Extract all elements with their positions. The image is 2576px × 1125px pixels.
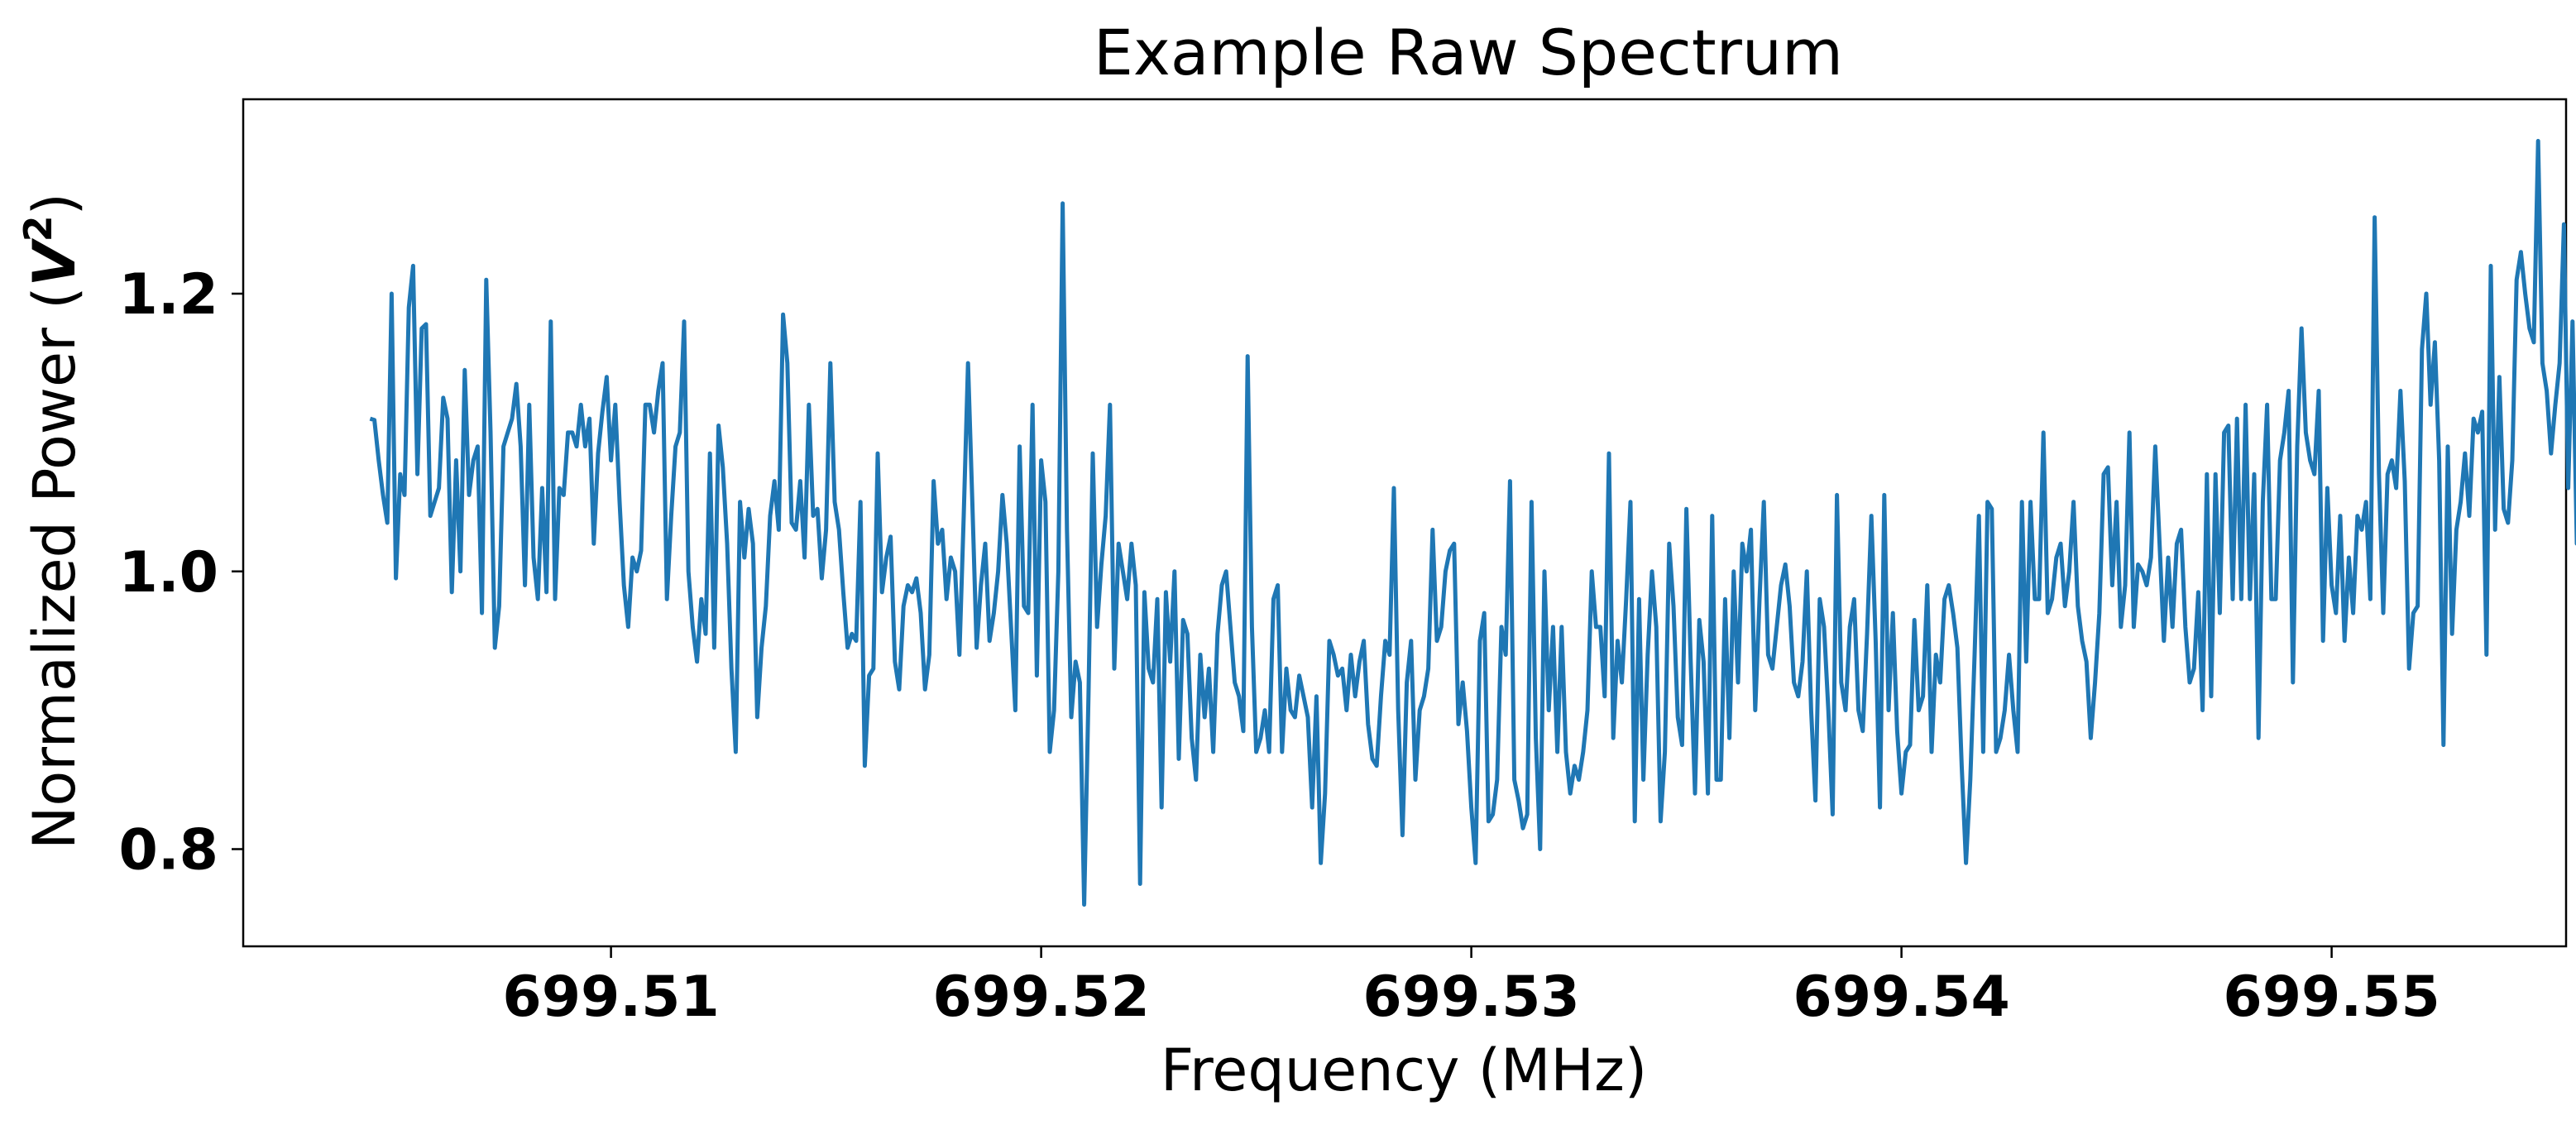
x-tick-label: 699.53 [1362,965,1579,1030]
y-tick-label: 0.8 [119,817,218,883]
x-tick-label: 699.52 [932,965,1149,1030]
y-tick-label: 1.2 [119,262,218,328]
y-axis-label-suffix: ) [21,193,89,215]
series-line-0 [369,138,2576,907]
y-tick-label: 1.0 [119,540,218,606]
y-axis-label-sup: 2 [16,215,60,242]
x-tick-label: 699.51 [502,965,719,1030]
series-layer [369,138,2576,907]
x-axis-label: Frequency (MHz) [1161,1036,1647,1104]
plot-area [242,98,2568,948]
x-tick-label: 699.54 [1793,965,2009,1030]
y-axis-label: Normalized Power (V2) [16,193,89,850]
x-tick-label: 699.55 [2223,965,2440,1030]
x-axis: 699.51 699.52 699.53 699.54 699.55 [502,946,2440,1030]
plot-frame [242,98,2568,948]
y-axis: 0.8 1.0 1.2 [119,262,243,883]
y-axis-label-prefix: Normalized Power ( [21,287,89,850]
chart-title: Example Raw Spectrum [1094,16,1843,89]
y-axis-label-math: V [21,238,89,287]
